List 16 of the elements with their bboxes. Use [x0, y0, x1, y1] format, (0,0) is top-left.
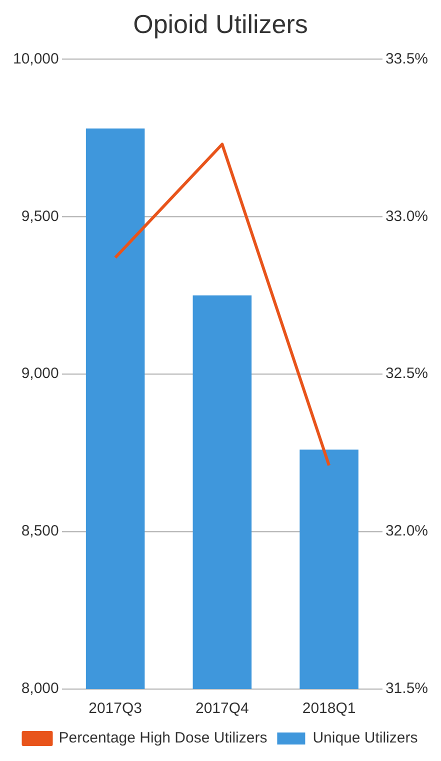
x-tick-label: 2018Q1 — [302, 700, 356, 718]
y-tick-label: 8,000 — [21, 680, 59, 698]
x-tick-label: 2017Q3 — [88, 700, 142, 718]
y2-tick-label: 32.5% — [385, 365, 428, 382]
y2-tick-label: 33.0% — [385, 208, 428, 225]
y-tick-label: 9,500 — [21, 208, 59, 225]
y2-tick-label: 32.0% — [385, 522, 428, 540]
y-tick-label: 8,500 — [21, 522, 59, 540]
y-tick-label: 10,000 — [12, 50, 59, 68]
x-tick-label: 2017Q4 — [195, 700, 249, 718]
legend-label: Percentage High Dose Utilizers — [58, 730, 268, 747]
y2-tick-label: 31.5% — [385, 680, 428, 698]
y2-tick-label: 33.5% — [385, 50, 428, 68]
y-tick-label: 9,000 — [21, 365, 59, 382]
chart-title: Opioid Utilizers — [133, 8, 308, 39]
legend-label: Unique Utilizers — [312, 730, 418, 747]
